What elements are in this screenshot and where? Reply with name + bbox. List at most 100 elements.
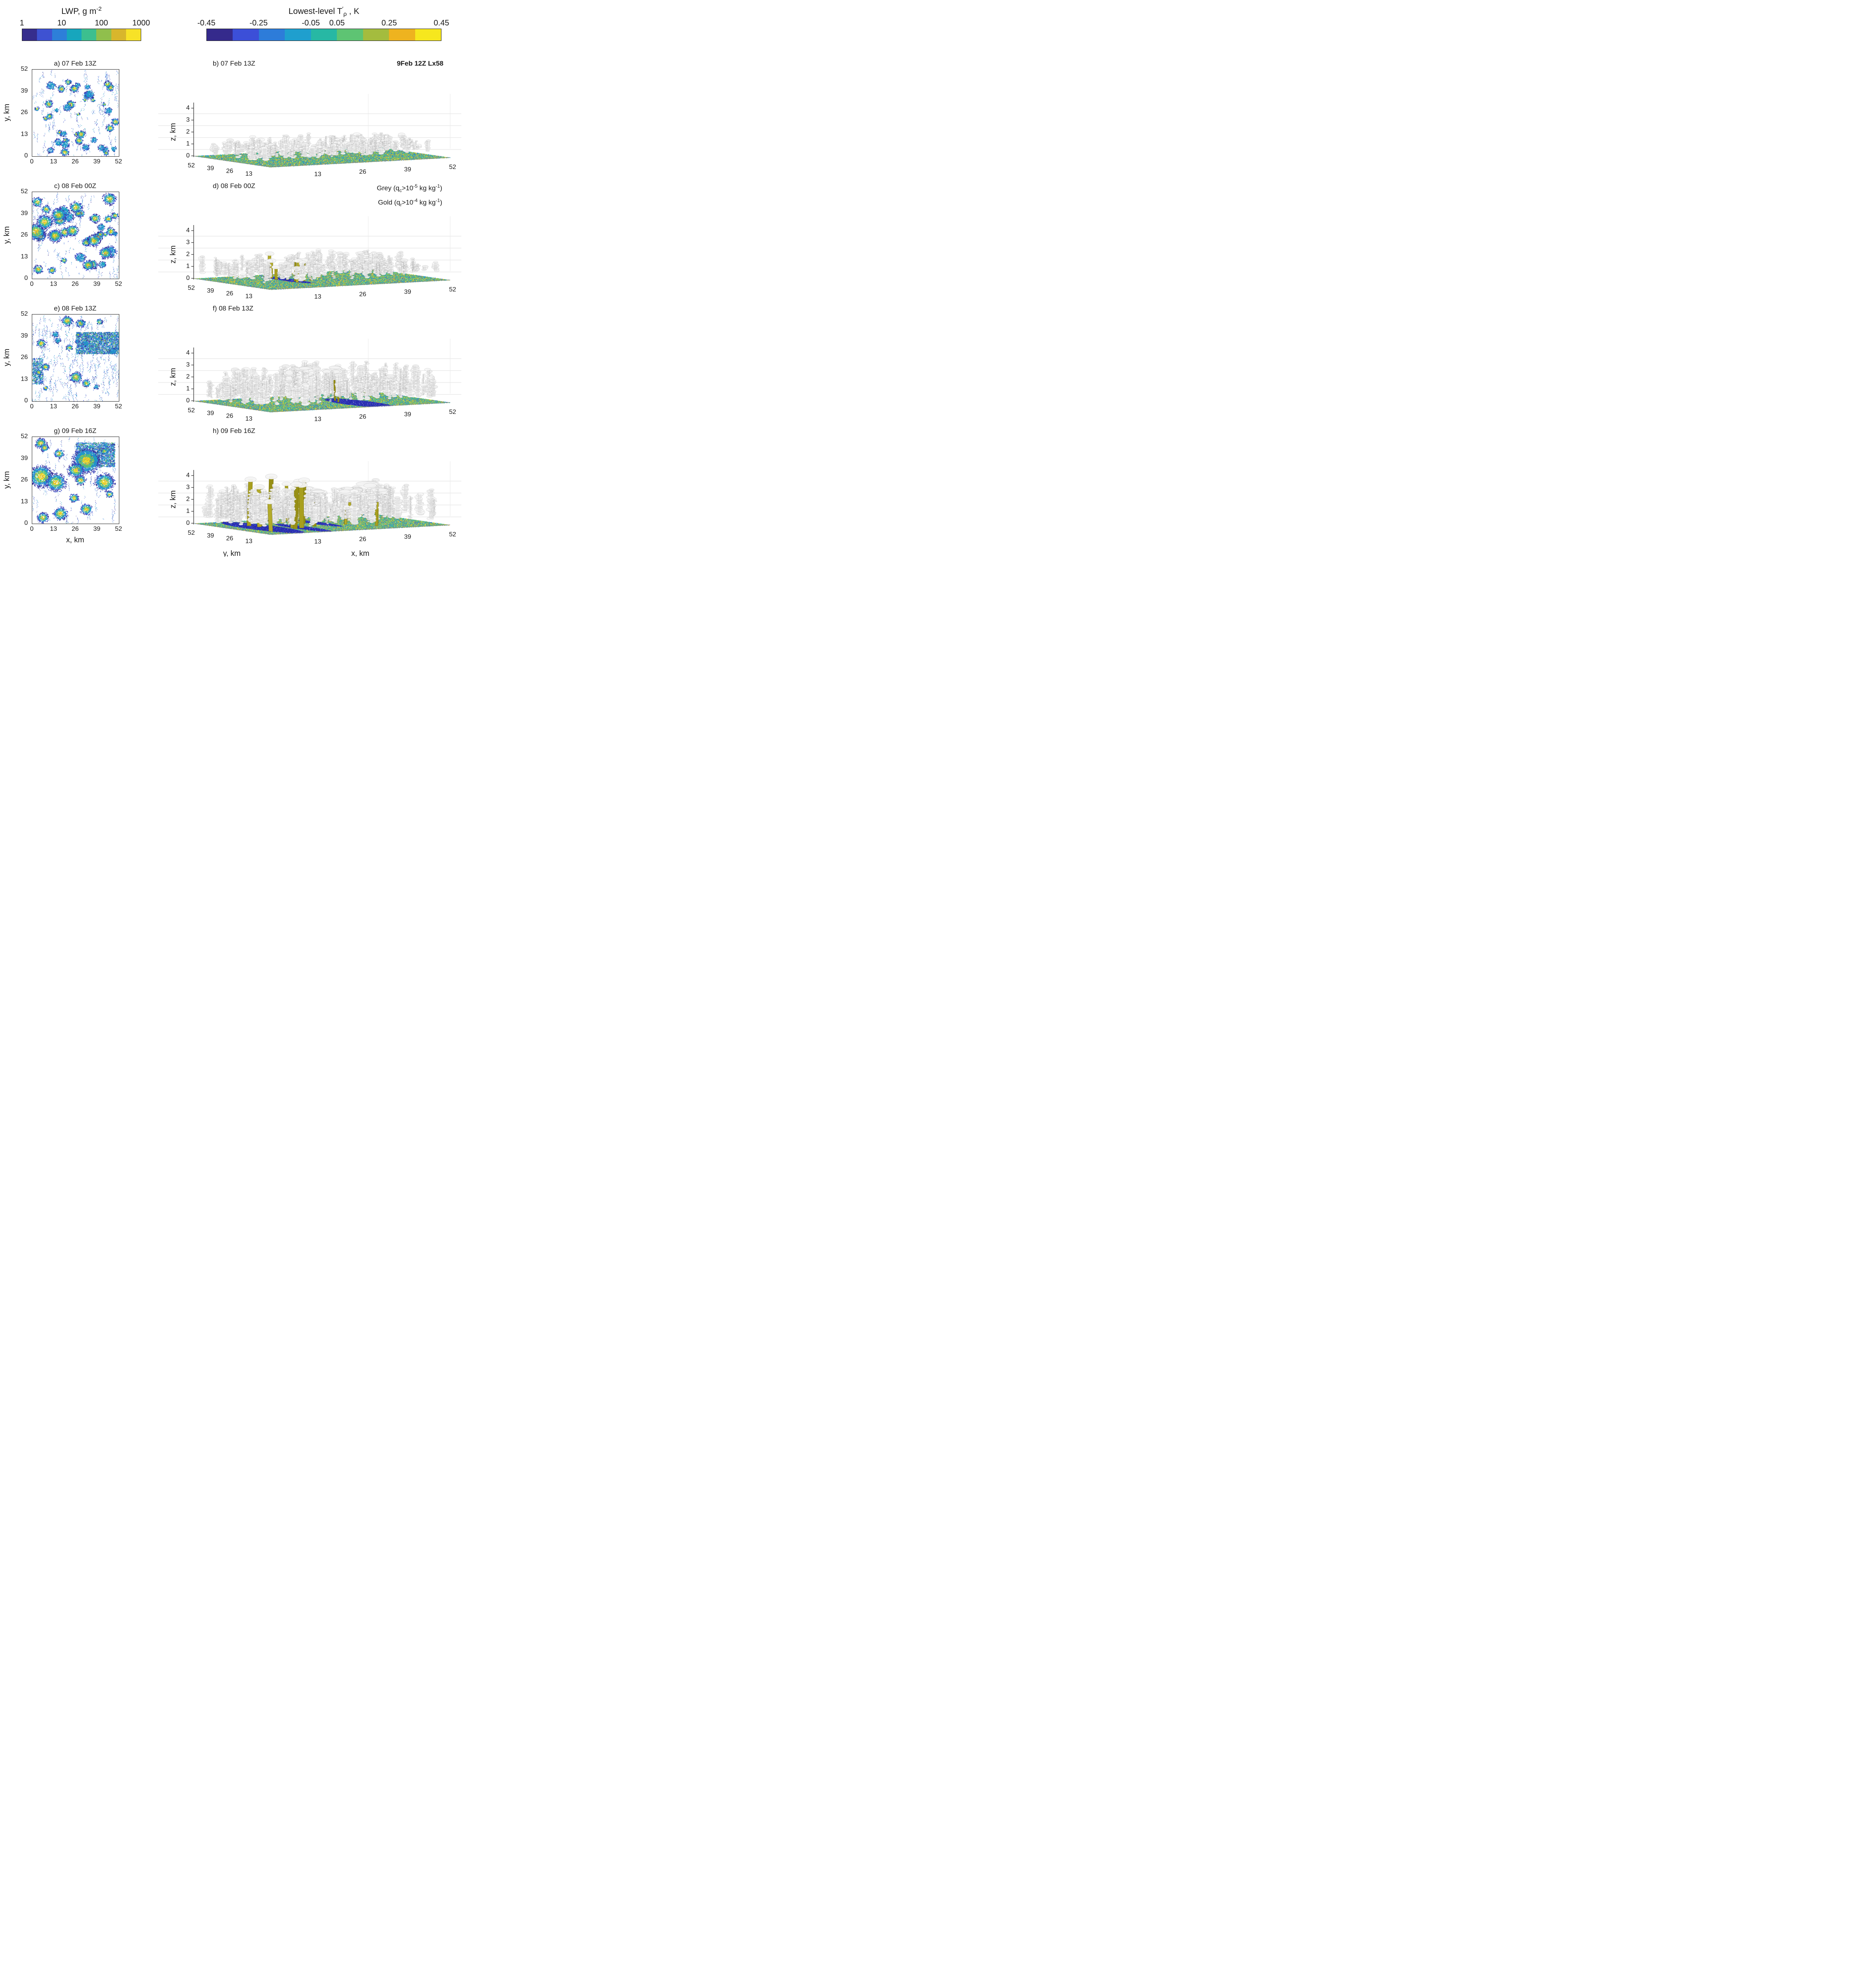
lwp-panel-g: g) 09 Feb 16Z y, km 52 39 26 13 0 0 13 26 39 52 …: [0, 423, 147, 557]
colorbar-segment: [22, 29, 37, 41]
isosurface-legend: Grey (qc>10-5 kg kg-1) Gold (qr>10-4 kg …: [377, 181, 442, 210]
lwp-colorbar-title: LWP, g m-2: [61, 6, 102, 16]
y-axis-ticks: 52 39 26 13 0: [14, 433, 29, 526]
y-tick-label: 39: [21, 454, 28, 462]
y-tick-label: 52: [21, 311, 28, 317]
y-axis-label: y, km: [3, 226, 11, 244]
lwp-panel-c: c) 08 Feb 00Z y, km 52 39 26 13 0 0 13 26 39 52: [0, 178, 147, 301]
colorbar-segment: [111, 29, 126, 41]
colorbar-segment: [285, 29, 311, 41]
lwp-map-canvas-e: [32, 314, 119, 402]
x-tick-label: 26: [72, 403, 79, 410]
x-axis-ticks: 0 13 26 39 52: [30, 280, 122, 288]
iso-panel-d: d) 08 Feb 00Z Grey (qc>10-5 kg kg-1) Gol…: [147, 178, 464, 301]
x-axis-ticks: 0 13 26 39 52: [30, 402, 122, 410]
colorbar-segment: [363, 29, 389, 41]
x-tick-label: 52: [115, 526, 122, 532]
colorbar-segment: [66, 29, 82, 41]
iso-panel-h-title: h) 09 Feb 16Z: [213, 427, 255, 435]
x-tick-label: 52: [115, 403, 122, 410]
lwp-panel-g-title: g) 09 Feb 16Z: [54, 427, 97, 435]
y-tick-label: 26: [21, 476, 28, 483]
y-tick-label: 39: [21, 210, 28, 217]
y-tick-label: 0: [24, 520, 28, 526]
lwp-map-canvas-g: [32, 437, 119, 524]
y-tick-label: 13: [21, 375, 28, 382]
lwp-panel-e-title: e) 08 Feb 13Z: [54, 305, 97, 312]
x-tick-label: 13: [50, 158, 57, 165]
figure: LWP, g m-2 1 10 100 1000 Lowest-level T′ρ ,…: [0, 0, 464, 557]
colorbar-segment: [126, 29, 141, 41]
simulation-run-label: 9Feb 12Z Lx58: [396, 60, 443, 67]
lwp-colorbar: LWP, g m-2 1 10 100 1000: [19, 6, 150, 41]
tprime-colorbar-title: Lowest-level T′ρ , K: [288, 6, 360, 18]
lwp-panel-a-title: a) 07 Feb 13Z: [54, 60, 97, 67]
lwp-map-canvas-c: [32, 192, 119, 279]
y-tick-label: 39: [21, 332, 28, 339]
y-tick-label: 26: [21, 109, 28, 116]
colorbar-segment: [389, 29, 415, 41]
colorbar-segment: [337, 29, 363, 41]
colorbar-segment: [96, 29, 111, 41]
x-tick-label: 39: [93, 281, 101, 287]
iso-panel-h: h) 09 Feb 16Z 4 3 2 1 0 52 39 26 13 13 26 39 52 z, km…: [147, 423, 464, 557]
y-axis-ticks: 52 39 26 13 0: [14, 188, 29, 282]
y-tick-label: 52: [21, 433, 28, 440]
iso-plot-b: 4 3 2 1 0 52 39 26 13 13 26 39 52 z, km: [151, 69, 461, 178]
colorbar-segment: [258, 29, 285, 41]
lwp-panel-c-title: c) 08 Feb 00Z: [54, 182, 96, 190]
x-tick-label: 26: [72, 158, 79, 165]
y-tick-label: 26: [21, 354, 28, 361]
colorbar-tick-label: -0.45: [197, 19, 216, 27]
x-tick-label: 26: [72, 281, 79, 287]
x-axis-label: x, km: [66, 536, 84, 544]
colorbar-tick-label: -0.05: [301, 19, 320, 27]
x-axis-ticks: 0 13 26 39 52: [30, 525, 122, 533]
colorbar-segment: [415, 29, 441, 41]
y-tick-label: 0: [24, 152, 28, 159]
row-1: a) 07 Feb 13Z y, km 52 39 26 13 0 0 13 26 39 52 …: [0, 56, 464, 178]
colorbar-tick-label: 0.45: [433, 19, 449, 27]
lwp-plot-e: y, km 52 39 26 13 0 0 13 26 39 52: [3, 311, 122, 410]
colorbar-segment: [52, 29, 67, 41]
colorbar-segment: [82, 29, 97, 41]
colorbar-tick-label: 1000: [132, 19, 150, 27]
colorbar-header: LWP, g m-2 1 10 100 1000 Lowest-level T′ρ ,…: [0, 0, 464, 56]
y-axis-ticks: 52 39 26 13 0: [14, 66, 29, 159]
y-tick-label: 39: [21, 87, 28, 94]
x-tick-label: 0: [30, 403, 34, 410]
tprime-colorbar-bar: [206, 29, 441, 41]
x-axis-ticks: 0 13 26 39 52: [30, 157, 122, 165]
colorbar-segment: [37, 29, 52, 41]
y-tick-label: 52: [21, 188, 28, 195]
panel-grid: a) 07 Feb 13Z y, km 52 39 26 13 0 0 13 26 39 52 …: [0, 56, 464, 557]
y-axis-label: y, km: [3, 349, 11, 366]
iso-panel-d-title: d) 08 Feb 00Z: [213, 182, 255, 190]
iso-3d-canvas-b: [151, 69, 461, 177]
lwp-colorbar-ticks: 1 10 100 1000: [19, 17, 150, 29]
lwp-colorbar-bar: [22, 29, 141, 41]
colorbar-tick-label: -0.25: [249, 19, 268, 27]
row-2: c) 08 Feb 00Z y, km 52 39 26 13 0 0 13 26 39 52 …: [0, 178, 464, 301]
colorbar-tick-label: 1: [19, 19, 24, 27]
colorbar-segment: [233, 29, 259, 41]
x-tick-label: 13: [50, 526, 57, 532]
x-tick-label: 13: [50, 403, 57, 410]
iso-3d-canvas-f: [151, 314, 461, 422]
y-tick-label: 26: [21, 231, 28, 238]
y-tick-label: 0: [24, 397, 28, 404]
colorbar-tick-label: 0.25: [381, 19, 397, 27]
y-tick-label: 52: [21, 66, 28, 72]
x-tick-label: 0: [30, 526, 34, 532]
iso-plot-h: 4 3 2 1 0 52 39 26 13 13 26 39 52 z, km y, km x, km: [151, 437, 461, 557]
colorbar-tick-label: 10: [57, 19, 66, 27]
x-tick-label: 39: [93, 403, 101, 410]
colorbar-tick-label: 0.05: [329, 19, 345, 27]
tprime-colorbar: Lowest-level T′ρ , K -0.45 -0.25 -0.05 0.05…: [197, 6, 449, 41]
iso-plot-f: 4 3 2 1 0 52 39 26 13 13 26 39 52 z, km: [151, 314, 461, 423]
x-tick-label: 13: [50, 281, 57, 287]
iso-panel-f: f) 08 Feb 13Z 4 3 2 1 0 52 39 26 13 13 26 39 52 z, km: [147, 301, 464, 423]
x-tick-label: 0: [30, 281, 34, 287]
colorbar-tick-label: 100: [95, 19, 108, 27]
y-tick-label: 0: [24, 275, 28, 282]
